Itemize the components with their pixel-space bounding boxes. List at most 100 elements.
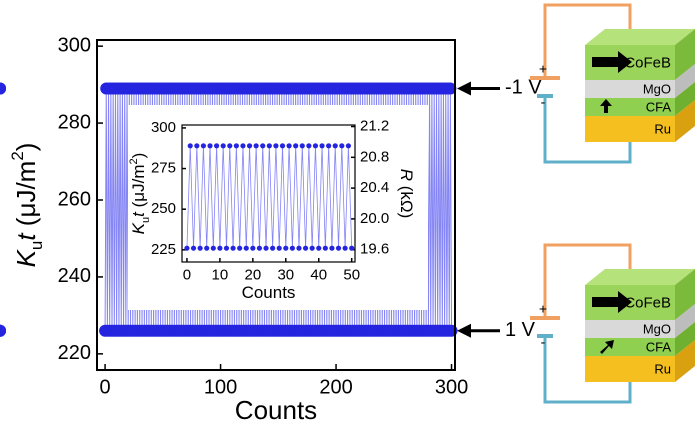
- data-point: [250, 245, 256, 251]
- layer-side: [675, 304, 695, 338]
- data-point: [289, 245, 295, 251]
- data-point: [335, 245, 342, 251]
- y-tick-label: 260: [58, 188, 91, 210]
- data-point: [243, 245, 249, 251]
- data-point: [246, 143, 253, 149]
- data-point: [306, 143, 312, 149]
- label-part: u: [27, 241, 46, 250]
- data-point: [349, 245, 355, 251]
- data-point: [223, 245, 230, 251]
- label-part: 2: [128, 158, 140, 164]
- data-point: [312, 143, 319, 149]
- layer-label: Ru: [654, 121, 671, 136]
- data-point: [296, 245, 302, 251]
- layer-label: Ru: [654, 361, 671, 376]
- data-point: [260, 143, 266, 149]
- data-point: [339, 143, 345, 149]
- y-tick-label: 220: [58, 342, 91, 364]
- label-part: t: [11, 232, 41, 241]
- label-part: (μJ/m: [129, 165, 148, 213]
- label-part: K: [129, 222, 148, 234]
- data-point: [283, 245, 289, 251]
- layer-label: CFA: [646, 339, 672, 354]
- layer-side: [675, 340, 695, 382]
- data-point: [214, 143, 220, 149]
- data-point: [233, 143, 239, 149]
- x-tick-label: 300: [435, 376, 468, 398]
- data-point: [316, 245, 322, 251]
- data-point: [263, 245, 269, 251]
- layer-label: CoFeB: [624, 54, 671, 71]
- polarity-sign: -: [541, 94, 546, 110]
- wire-negative: [543, 336, 632, 404]
- data-point: [217, 245, 223, 251]
- data-point: [194, 143, 200, 149]
- wire-negative: [543, 96, 632, 164]
- arrow-head: [457, 81, 471, 96]
- x-tick-label: 100: [204, 376, 237, 398]
- data-point: [220, 143, 226, 149]
- layer-side: [675, 100, 695, 142]
- data-point: [329, 245, 335, 251]
- magnetization-arrow: [600, 340, 614, 354]
- label-part: ): [129, 153, 148, 159]
- data-point: [187, 143, 193, 149]
- label-part: ): [11, 143, 41, 152]
- label-part: t: [129, 211, 148, 217]
- data-point: [227, 143, 233, 149]
- data-point: [273, 143, 279, 149]
- layer-side: [675, 64, 695, 98]
- device-diagram: + - CoFeB MgO CFA Ru: [530, 3, 695, 164]
- data-point: [0, 324, 6, 337]
- y-tick-label: 300: [58, 34, 91, 56]
- x-tick-label: 20: [245, 266, 262, 283]
- data-point: [256, 245, 263, 251]
- annotation: -1 V: [505, 77, 542, 99]
- axis-label: Kut (μJ/m2): [128, 153, 152, 235]
- plot-frame: [96, 39, 456, 371]
- x-axis-label: Counts: [235, 395, 317, 425]
- y2-tick-label: 19.6: [360, 241, 389, 258]
- data-point: [207, 143, 213, 149]
- block-top: [585, 29, 695, 45]
- y-tick-label: 225: [151, 241, 176, 258]
- data-point: [342, 245, 348, 251]
- data-point: [286, 143, 292, 149]
- x-tick-label: 30: [277, 266, 294, 283]
- layer-label: CoFeB: [624, 294, 671, 311]
- layer-side: [675, 29, 695, 80]
- layer-side: [675, 82, 695, 116]
- y-tick-label: 275: [151, 160, 176, 177]
- data-point: [266, 143, 272, 149]
- y-tick-label: 280: [58, 111, 91, 133]
- x-tick-label: 0: [100, 376, 111, 398]
- data-point: [302, 245, 309, 251]
- y-tick-label: 250: [151, 200, 176, 217]
- y-tick-label: 240: [58, 265, 91, 287]
- data-point: [279, 143, 286, 149]
- layer: [585, 80, 675, 98]
- y2-tick-label: 20.0: [360, 210, 389, 227]
- data-point: [332, 143, 338, 149]
- magnetization-arrow: [592, 291, 632, 313]
- layer: [585, 320, 675, 338]
- layer-label: CFA: [646, 99, 672, 114]
- y-tick-label: 300: [151, 119, 176, 136]
- data-point: [230, 245, 236, 251]
- axis-label: R (kΩ): [397, 169, 416, 219]
- data-point: [299, 143, 305, 149]
- data-point: [237, 245, 243, 251]
- data-point: [322, 245, 328, 251]
- data-point: [240, 143, 246, 149]
- magnetization-arrow: [600, 99, 612, 113]
- data-point: [184, 245, 190, 251]
- label-part: K: [11, 248, 41, 267]
- magnetization-arrow: [592, 51, 632, 73]
- data-point: [270, 245, 276, 251]
- layer: [585, 116, 675, 142]
- layer: [585, 356, 675, 382]
- x-tick-label: 50: [343, 266, 360, 283]
- x-tick-label: 10: [212, 266, 229, 283]
- data-point: [0, 82, 6, 95]
